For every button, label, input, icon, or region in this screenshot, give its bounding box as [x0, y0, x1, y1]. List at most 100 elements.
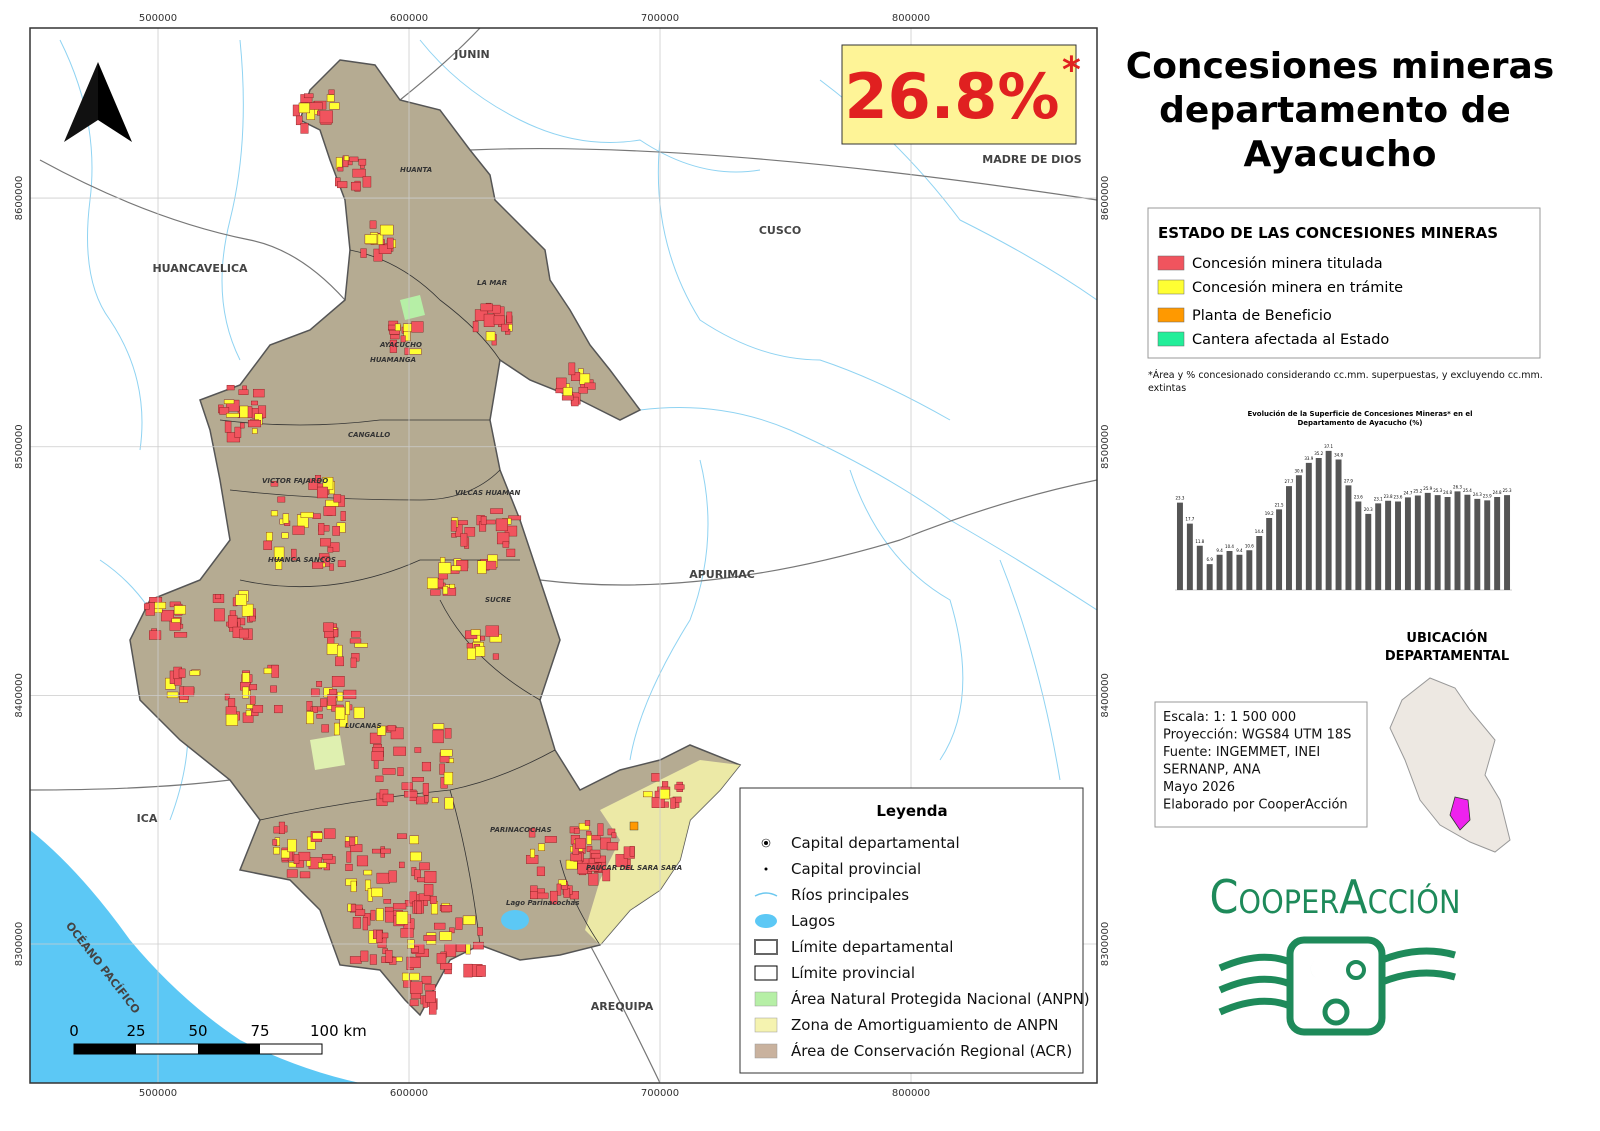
concession-patch: [485, 331, 496, 342]
concession-patch: [530, 891, 538, 900]
concession-patch: [321, 854, 333, 860]
concession-patch: [300, 123, 309, 134]
concession-patch: [345, 863, 353, 871]
concession-patch: [354, 643, 368, 648]
concession-patch: [611, 832, 617, 839]
location-title: UBICACIÓN DEPARTAMENTAL: [1385, 630, 1509, 664]
concession-patch: [337, 691, 344, 702]
concession-patch: [602, 868, 611, 882]
concession-patch: [427, 577, 439, 589]
concession-patch: [349, 836, 356, 846]
bar-value-label: 23.6: [1354, 495, 1363, 500]
bar: [1484, 500, 1491, 590]
chart-title-line: Departamento de Ayacucho (%): [1297, 419, 1422, 427]
y-coord-label: 8500000: [14, 424, 25, 469]
concession-patch: [606, 842, 619, 851]
concession-patch: [439, 931, 452, 941]
concession-patch: [143, 603, 150, 610]
concession-patch: [544, 836, 557, 843]
concession-patch: [570, 853, 582, 862]
concession-patch: [373, 248, 383, 262]
bar-value-label: 10.6: [1245, 543, 1254, 548]
concession-patch: [333, 629, 339, 638]
concession-patch: [670, 797, 676, 809]
place-label: SUCRE: [485, 596, 511, 604]
place-label: CANGALLO: [348, 431, 390, 439]
concession-patch: [225, 714, 238, 726]
peru-locator: [1389, 677, 1511, 853]
bar: [1414, 495, 1421, 590]
concession-patch: [465, 943, 471, 955]
concession-patch: [530, 848, 535, 858]
concession-patch: [333, 494, 342, 503]
concession-patch: [248, 420, 262, 428]
bar: [1295, 475, 1302, 590]
buffer-zone: [585, 760, 740, 945]
region-label: AREQUIPA: [591, 1000, 654, 1013]
concession-patch: [470, 629, 481, 636]
bar: [1474, 498, 1481, 590]
concession-patch: [335, 706, 346, 720]
place-label: VILCAS HUAMAN: [455, 489, 521, 497]
place-label: HUANCA SANCOS: [268, 556, 336, 564]
y-coord-label: 8600000: [1100, 176, 1111, 221]
title-line: departamento de: [1159, 90, 1511, 131]
concession-patch: [349, 156, 359, 162]
info-line: SERNANP, ANA: [1163, 763, 1261, 778]
concession-patch: [316, 714, 323, 719]
concession-patch: [360, 248, 367, 258]
concession-patch: [228, 698, 236, 708]
bar-value-label: 24.3: [1473, 492, 1482, 497]
concession-patch: [292, 104, 300, 117]
bar: [1345, 485, 1352, 590]
concession-patch: [462, 915, 476, 925]
concession-patch: [483, 313, 495, 327]
concession-patch: [240, 422, 245, 429]
concession-patch: [282, 513, 289, 524]
mining-concessions: [143, 89, 685, 1015]
legend-item: Zona de Amortiguamiento de ANPN: [791, 1016, 1059, 1034]
bar-value-label: 23.8: [1384, 494, 1393, 499]
concession-patch: [569, 891, 579, 900]
concession-patch: [578, 822, 590, 831]
concession-patch: [556, 377, 567, 390]
concession-patch: [387, 725, 396, 732]
concession-patch: [249, 684, 258, 691]
concession-patch: [353, 706, 365, 719]
status-swatch: [1157, 255, 1185, 271]
coordinate-labels: 500000 500000 600000 600000 700000 700000 8000…: [14, 13, 1111, 1099]
bar-value-label: 24.8: [1443, 490, 1452, 495]
concession-patch: [239, 628, 249, 639]
concession-patch: [234, 426, 242, 438]
bar: [1305, 462, 1312, 590]
concession-patch: [322, 477, 334, 490]
concession-patch: [495, 518, 508, 532]
bar-value-label: 26.3: [1453, 484, 1462, 489]
info-line: Proyección: WGS84 UTM 18S: [1163, 728, 1351, 743]
concession-patch: [443, 772, 454, 785]
concession-patch: [166, 691, 179, 699]
x-coord-label: 600000: [390, 13, 428, 24]
concession-patch: [397, 767, 404, 777]
concession-patch: [388, 324, 401, 331]
concession-patch: [385, 950, 393, 963]
concession-patch: [161, 609, 174, 622]
concession-patch: [316, 681, 323, 687]
concession-patch: [440, 749, 453, 757]
concession-patch: [369, 732, 382, 744]
region-label: CUSCO: [759, 224, 801, 237]
bar: [1365, 513, 1372, 590]
concession-patch: [309, 102, 323, 110]
concession-patch: [214, 594, 222, 600]
concession-patch: [402, 972, 410, 981]
concession-patch: [310, 688, 320, 697]
concession-patch: [458, 520, 468, 525]
legend-item: Lagos: [791, 912, 835, 930]
y-coord-label: 8300000: [14, 922, 25, 967]
protected-area: [400, 295, 425, 320]
bar-value-label: 23.6: [1394, 495, 1403, 500]
concession-patch: [375, 775, 384, 782]
concession-patch: [213, 608, 225, 622]
concession-patch: [410, 851, 422, 862]
concession-patch: [219, 407, 230, 415]
